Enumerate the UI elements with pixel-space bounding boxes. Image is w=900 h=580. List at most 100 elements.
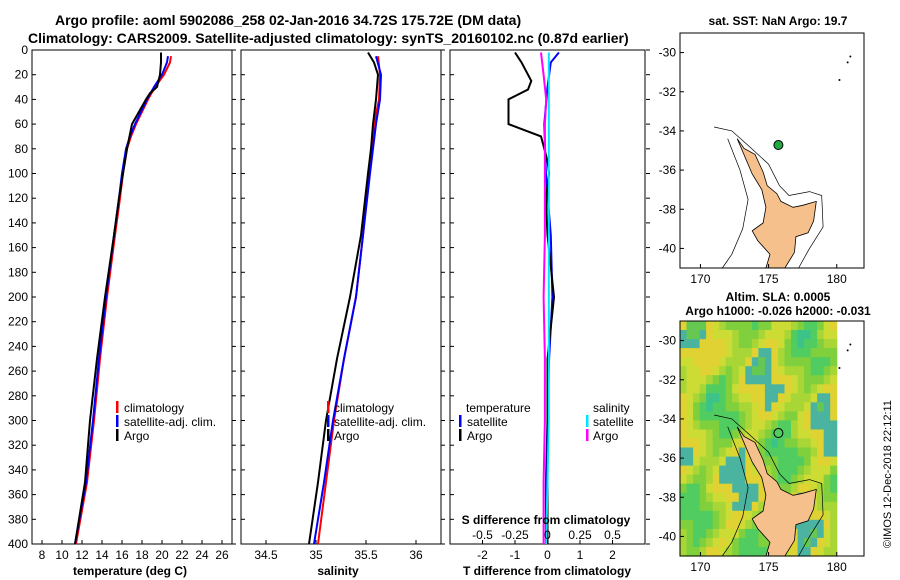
sla-cell [686, 465, 694, 476]
sla-cell [686, 420, 694, 430]
sla-cell [817, 492, 825, 503]
sla-cell [797, 465, 805, 476]
sla-cell [804, 420, 812, 430]
sla-cell [830, 348, 838, 358]
sla-cell [693, 537, 701, 548]
sla-cell [778, 429, 786, 440]
sla-cell [764, 357, 772, 367]
salinity-legend: climatology satellite-adj. clim. Argo [327, 401, 426, 443]
sla-cell [758, 429, 766, 440]
sla-cell [699, 357, 707, 367]
sla-cell [830, 528, 838, 539]
sla-cell [771, 330, 779, 340]
sla-cell [823, 375, 831, 385]
sla-cell [823, 492, 831, 503]
sla-cell [719, 519, 727, 530]
sla-cell [823, 366, 831, 376]
sla-cell [804, 528, 812, 539]
legend-header-salinity: salinity [593, 401, 630, 415]
map-frame [679, 32, 865, 269]
sla-cell [810, 528, 818, 539]
sla-cell [778, 483, 786, 494]
sla-cell [732, 366, 740, 376]
sla-cell [699, 510, 707, 521]
sla-cell [693, 501, 701, 512]
diff-T-tick-label: -1 [510, 548, 521, 562]
sla-cell [830, 501, 838, 512]
salinity-xlabel: salinity [317, 564, 359, 578]
sla-cell [706, 411, 714, 421]
sla-cell [745, 366, 753, 376]
sla-cell [764, 456, 772, 467]
sla-cell [686, 501, 694, 512]
sla-cell [778, 474, 786, 485]
sla-cell [817, 420, 825, 430]
sla-cell [758, 420, 766, 430]
sla-cell [797, 384, 805, 394]
sla-cell [817, 330, 825, 340]
sla-cell [823, 357, 831, 367]
sla-cell [693, 547, 701, 557]
sla-cell [745, 465, 753, 476]
series-line-salinity-argo [540, 52, 548, 544]
sla-cell [817, 510, 825, 521]
sla-cell [817, 357, 825, 367]
legend-label-argo: Argo [124, 429, 150, 443]
sla-cell [751, 492, 759, 503]
lat-tick-label: -32 [659, 373, 677, 387]
sla-cell [738, 357, 746, 367]
island-dot [838, 79, 841, 81]
sla-cell [797, 393, 805, 403]
sla-cell [680, 429, 688, 440]
sla-cell [745, 348, 753, 358]
series-line-climatology [75, 56, 172, 545]
map-frame [679, 320, 865, 557]
lat-tick-label: -40 [659, 529, 677, 543]
sla-cell [699, 348, 707, 358]
sla-cell [686, 456, 694, 467]
sla-cell [751, 402, 759, 412]
sla-cell [817, 528, 825, 539]
series-line-satellite-adj-clim- [313, 55, 383, 545]
sla-cell [719, 357, 727, 367]
depth-tick-label: 160 [8, 241, 28, 255]
sla-cell [706, 447, 714, 458]
sla-cell [797, 447, 805, 458]
sla-cell [693, 357, 701, 367]
sla-cell [693, 465, 701, 476]
difference-plot: -2 -1 0 1 2 -0.5 -0.25 0 0.25 0.5 [472, 51, 621, 562]
sla-cell [830, 537, 838, 548]
sla-cell [719, 321, 727, 331]
sla-cell [719, 429, 727, 440]
salinity-x-tick-label: 36 [409, 548, 423, 562]
sla-cell [719, 465, 727, 476]
sla-cell [745, 375, 753, 385]
lat-tick-label: -34 [659, 412, 677, 426]
legend-swatch-temp-argo [459, 429, 462, 441]
sla-cell [784, 357, 792, 367]
sla-cell [810, 393, 818, 403]
sla-cell [712, 366, 720, 376]
sla-cell [745, 402, 753, 412]
sla-cell [797, 321, 805, 331]
sla-cell [758, 447, 766, 458]
sla-cell [778, 465, 786, 476]
sla-cell [791, 438, 799, 449]
salinity-x-tick-label: 35 [309, 548, 323, 562]
sst-map-title: sat. SST: NaN Argo: 19.7 [709, 14, 848, 28]
sla-cell [693, 429, 701, 440]
sla-cell [751, 366, 759, 376]
sla-cell [686, 528, 694, 539]
sla-cell [804, 519, 812, 530]
sla-cell [725, 537, 733, 548]
sla-cell [732, 429, 740, 440]
sla-cell [764, 348, 772, 358]
isobath-west [722, 138, 749, 269]
legend-swatch-temp-satellite [459, 415, 462, 427]
sla-cell [725, 438, 733, 449]
depth-tick-label: 300 [8, 414, 28, 428]
sla-cell [738, 483, 746, 494]
sla-cell [680, 330, 688, 340]
sla-cell [738, 465, 746, 476]
sla-cell [680, 420, 688, 430]
